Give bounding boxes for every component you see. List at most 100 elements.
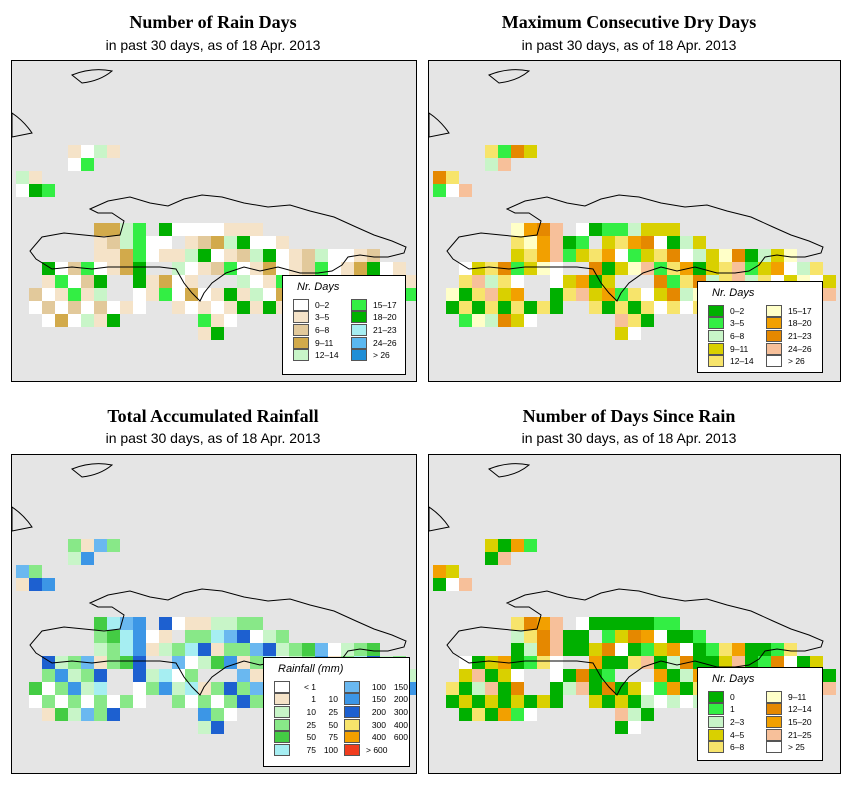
grid-cell	[485, 145, 498, 158]
legend-label: 400 600	[371, 732, 408, 743]
grid-cell	[133, 249, 146, 262]
grid-cell	[602, 617, 615, 630]
legend-label: 6–8	[730, 330, 745, 341]
legend-swatch	[344, 743, 360, 756]
grid-cell	[107, 656, 120, 669]
grid-cell	[68, 552, 81, 565]
grid-cell	[55, 275, 68, 288]
grid-cell	[263, 275, 276, 288]
grid-cell	[94, 262, 107, 275]
grid-cell	[42, 184, 55, 197]
legend-label: 1	[730, 704, 735, 715]
grid-cell	[94, 669, 107, 682]
legend-swatch	[274, 693, 290, 706]
legend-item: 6–8	[708, 740, 744, 754]
grid-cell	[524, 630, 537, 643]
legend: Nr. Days 0–2 3–5 6–8 9–11 12–14 15–17 18–20 21–…	[282, 275, 406, 375]
grid-cell	[94, 236, 107, 249]
grid-cell	[237, 249, 250, 262]
grid-cell	[406, 288, 416, 301]
grid-cell	[485, 682, 498, 695]
grid-cell	[524, 301, 537, 314]
coastline	[446, 194, 824, 302]
grid-cell	[159, 617, 172, 630]
grid-cell	[42, 314, 55, 327]
grid-cell	[328, 643, 341, 656]
legend-swatch	[293, 349, 309, 362]
legend-title: Nr. Days	[712, 673, 755, 685]
legend-item: 1 10	[274, 693, 338, 706]
grid-cell	[823, 288, 836, 301]
legend-label: 150 200	[371, 694, 408, 705]
grid-cell	[55, 314, 68, 327]
grid-cell	[81, 301, 94, 314]
grid-cell	[511, 643, 524, 656]
grid-cell	[511, 262, 524, 275]
grid-cell	[211, 630, 224, 643]
legend-item: 24–26	[766, 342, 812, 355]
grid-cell	[758, 643, 771, 656]
grid-cell	[810, 656, 823, 669]
grid-cell	[537, 223, 550, 236]
grid-cell	[29, 184, 42, 197]
legend-item: 150 200	[344, 693, 408, 706]
grid-cell	[133, 223, 146, 236]
grid-cell	[654, 249, 667, 262]
grid-cell	[576, 223, 589, 236]
grid-cell	[693, 630, 706, 643]
legend-label: < 1	[303, 681, 316, 692]
grid-cell	[198, 301, 211, 314]
grid-cell	[654, 236, 667, 249]
grid-cell	[276, 643, 289, 656]
grid-cell	[550, 288, 563, 301]
grid-cell	[172, 249, 185, 262]
grid-cell	[641, 656, 654, 669]
grid-cell	[654, 301, 667, 314]
grid-cell	[68, 682, 81, 695]
grid-cell	[328, 249, 341, 262]
grid-cell	[446, 695, 459, 708]
grid-cell	[211, 314, 224, 327]
legend-item: 3–5	[293, 311, 329, 324]
legend-swatch	[274, 731, 290, 744]
grid-cell	[133, 630, 146, 643]
grid-cell	[589, 656, 602, 669]
grid-cell	[524, 223, 537, 236]
legend-swatch	[766, 728, 782, 741]
grid-cell	[576, 288, 589, 301]
grid-cell	[628, 643, 641, 656]
legend-item: 6–8	[708, 329, 745, 342]
grid-cell	[498, 301, 511, 314]
grid-cell	[250, 262, 263, 275]
panel-subtitle: in past 30 days, as of 18 Apr. 2013	[521, 37, 737, 53]
grid-cell	[68, 275, 81, 288]
grid-cell	[576, 249, 589, 262]
grid-cell	[680, 630, 693, 643]
legend-item: 12–14	[708, 354, 754, 368]
grid-cell	[654, 288, 667, 301]
grid-cell	[576, 275, 589, 288]
grid-cell	[745, 249, 758, 262]
grid-cell	[576, 630, 589, 643]
grid-cell	[524, 643, 537, 656]
grid-cell	[524, 236, 537, 249]
grid-cell	[159, 223, 172, 236]
legend-swatch	[766, 741, 782, 754]
grid-cell	[615, 643, 628, 656]
grid-cell	[133, 669, 146, 682]
grid-cell	[602, 301, 615, 314]
grid-cell	[81, 708, 94, 721]
grid-cell	[641, 708, 654, 721]
grid-cell	[16, 171, 29, 184]
grid-cell	[550, 656, 563, 669]
legend-swatch	[708, 728, 724, 741]
grid-cell	[433, 184, 446, 197]
grid-cell	[511, 275, 524, 288]
panel-title: Total Accumulated Rainfall	[107, 406, 319, 426]
grid-cell	[472, 682, 485, 695]
grid-cell	[615, 708, 628, 721]
grid-cell	[758, 656, 771, 669]
grid-cell	[68, 314, 81, 327]
legend-item: 18–20	[351, 311, 397, 324]
legend-swatch	[344, 718, 360, 731]
